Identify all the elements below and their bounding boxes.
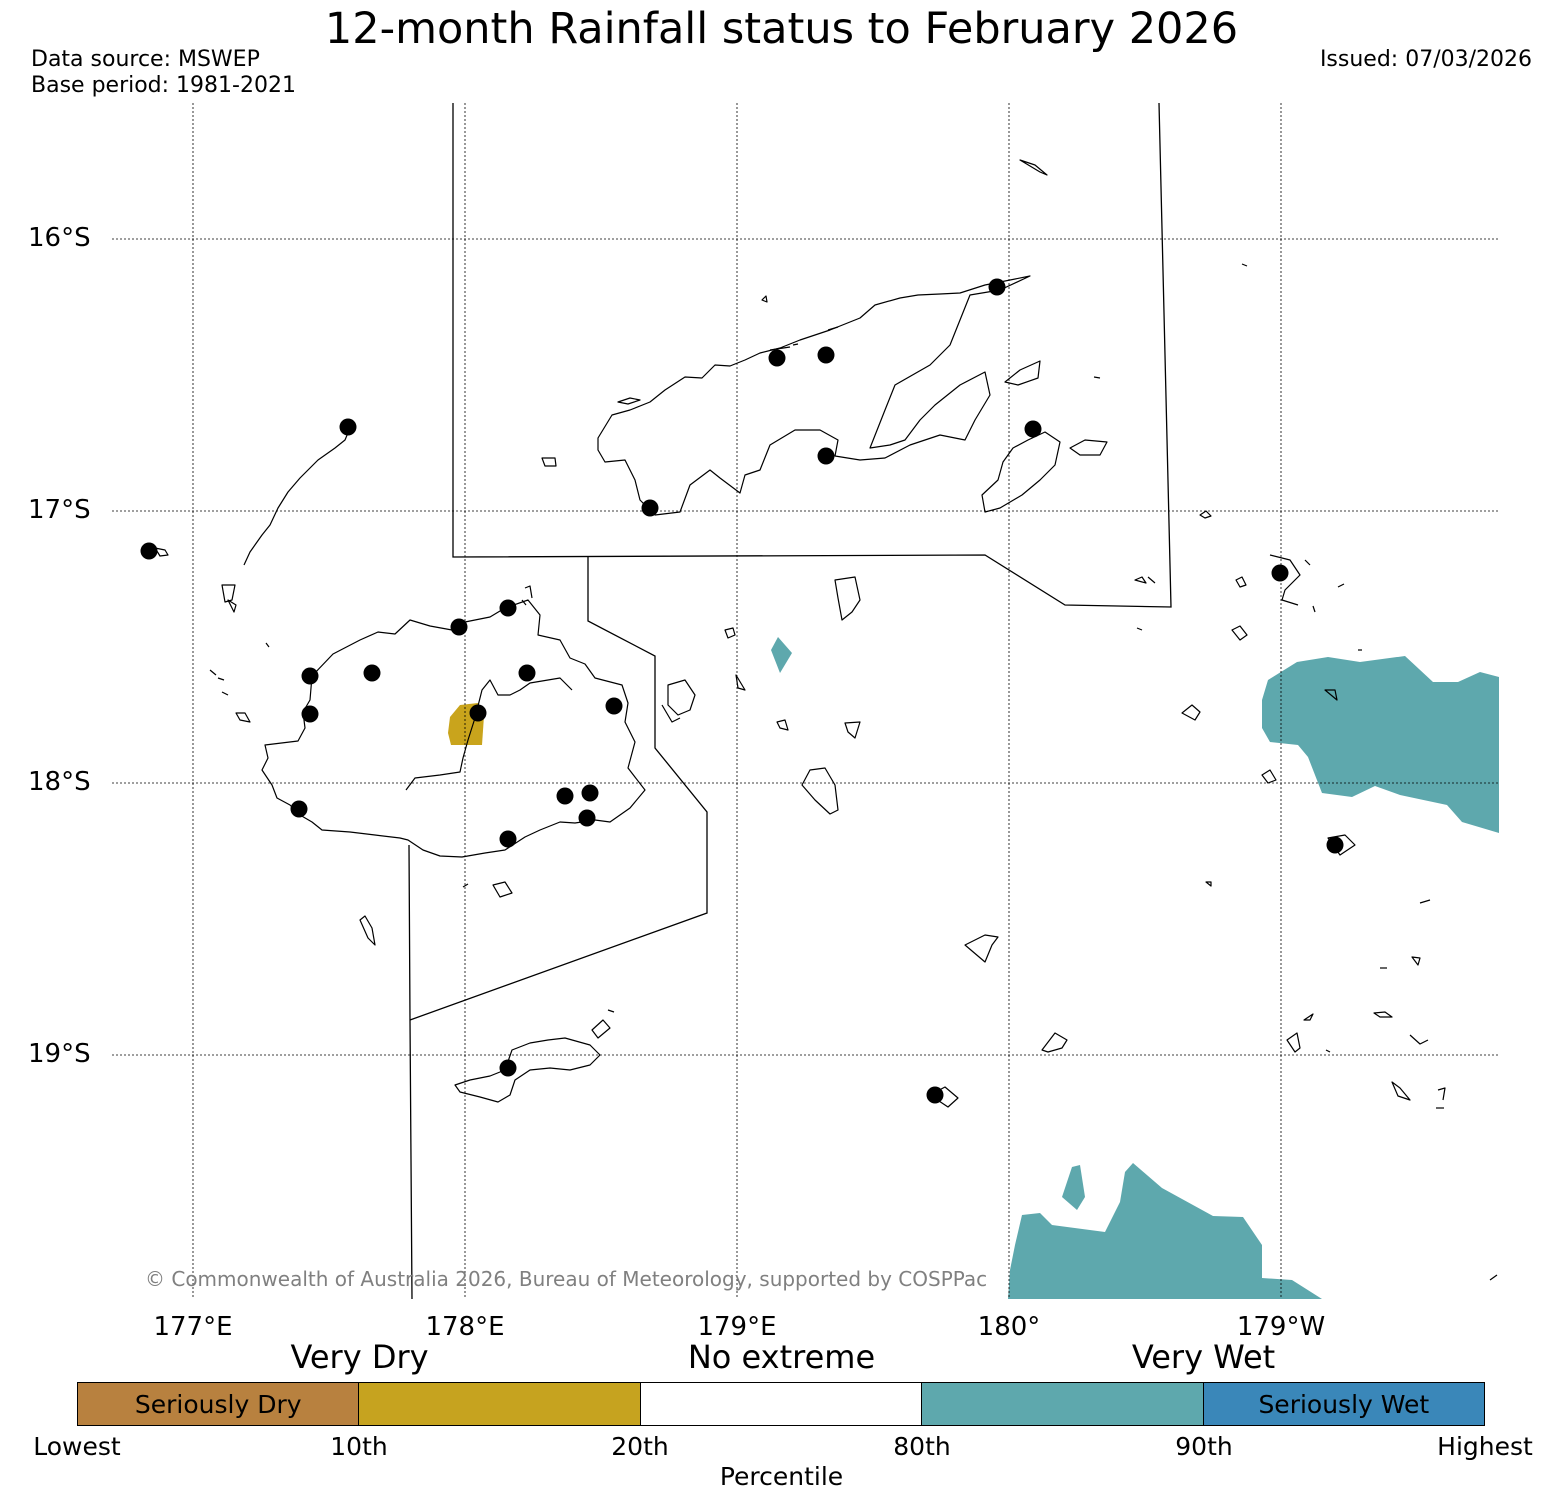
data-source: Data source: MSWEP: [31, 47, 260, 72]
percentile-tick-80th: 80th: [893, 1432, 951, 1461]
colorbar-segment-very-wet: [922, 1383, 1204, 1425]
colorbar-segment-very-dry: [359, 1383, 641, 1425]
station: [641, 499, 659, 517]
very-wet-area-east: [1262, 656, 1499, 833]
percentile-tick-10th: 10th: [330, 1432, 388, 1461]
station: [578, 809, 596, 827]
island-gau: [801, 767, 839, 815]
legend-heading-very-dry: Very Dry: [290, 1338, 429, 1376]
page-title: 12-month Rainfall status to February 202…: [324, 4, 1239, 54]
station: [926, 1086, 944, 1104]
station: [339, 418, 357, 436]
lon-label-178e: 178°E: [425, 1312, 505, 1342]
colorbar-segment-seriously-dry: Seriously Dry: [78, 1383, 360, 1425]
very-wet-area-small: [1062, 1165, 1085, 1210]
lat-label-17s: 17°S: [28, 495, 91, 525]
copyright-notice: © Commonwealth of Australia 2026, Bureau…: [145, 1267, 988, 1291]
percentile-axis-label: Percentile: [719, 1462, 844, 1491]
legend-heading-very-wet: Very Wet: [1131, 1338, 1276, 1376]
station: [301, 705, 319, 723]
division-boundaries: [408, 102, 1172, 1300]
very-wet-area-south: [1008, 1163, 1322, 1299]
colorbar-label-seriously-dry: Seriously Dry: [134, 1389, 302, 1419]
station: [499, 830, 517, 848]
lon-label-180: 180°: [977, 1312, 1041, 1342]
station: [499, 1059, 517, 1077]
island-viti-levu: [261, 599, 646, 858]
station: [817, 447, 835, 465]
island-ovalau: [667, 679, 696, 716]
lon-label-177e: 177°E: [153, 1312, 233, 1342]
island-vanua-levu: [597, 275, 1031, 516]
island-koro: [834, 576, 861, 621]
very-wet-area-islet: [771, 637, 792, 673]
station: [605, 697, 623, 715]
colorbar: Seriously Dry Seriously Wet: [77, 1382, 1485, 1426]
percentile-tick-90th: 90th: [1175, 1432, 1233, 1461]
island-taveuni: [981, 431, 1061, 513]
island-vanua-balavu: [1269, 554, 1301, 606]
coastlines: [154, 159, 1498, 1281]
lon-label-179e: 179°E: [697, 1312, 777, 1342]
station: [499, 599, 517, 617]
station: [1326, 836, 1344, 854]
stations: [140, 278, 1344, 1104]
station: [556, 787, 574, 805]
station: [817, 346, 835, 364]
percentile-tick-highest: Highest: [1437, 1432, 1533, 1461]
station: [450, 618, 468, 636]
island-moala: [964, 934, 999, 963]
lat-label-16s: 16°S: [28, 223, 91, 253]
lat-label-19s: 19°S: [28, 1039, 91, 1069]
station: [1024, 420, 1042, 438]
island-kadavu: [454, 1037, 601, 1103]
graticule: [112, 103, 1499, 1299]
station: [518, 664, 536, 682]
station: [1271, 564, 1289, 582]
colorbar-segment-no-extreme: [640, 1383, 923, 1425]
station: [581, 784, 599, 802]
station: [363, 664, 381, 682]
colorbar-label-seriously-wet: Seriously Wet: [1258, 1389, 1430, 1419]
colorbar-segment-seriously-wet: Seriously Wet: [1203, 1383, 1485, 1425]
issued-date: Issued: 07/03/2026: [1319, 47, 1532, 72]
base-period: Base period: 1981-2021: [31, 73, 296, 98]
station: [988, 278, 1006, 296]
island-viti-levu-inner: [405, 677, 573, 791]
island-yasawa: [243, 427, 351, 566]
percentile-tick-lowest: Lowest: [33, 1432, 121, 1461]
percentile-tick-20th: 20th: [611, 1432, 669, 1461]
very-wet-areas: [771, 637, 1499, 1299]
station: [290, 800, 308, 818]
station: [301, 667, 319, 685]
station: [469, 704, 487, 722]
island-totoya: [1041, 1032, 1068, 1053]
station: [768, 349, 786, 367]
lat-label-18s: 18°S: [28, 767, 91, 797]
station: [140, 542, 158, 560]
lon-label-179w: 179°W: [1236, 1312, 1326, 1342]
legend-heading-no-extreme: No extreme: [687, 1338, 876, 1376]
